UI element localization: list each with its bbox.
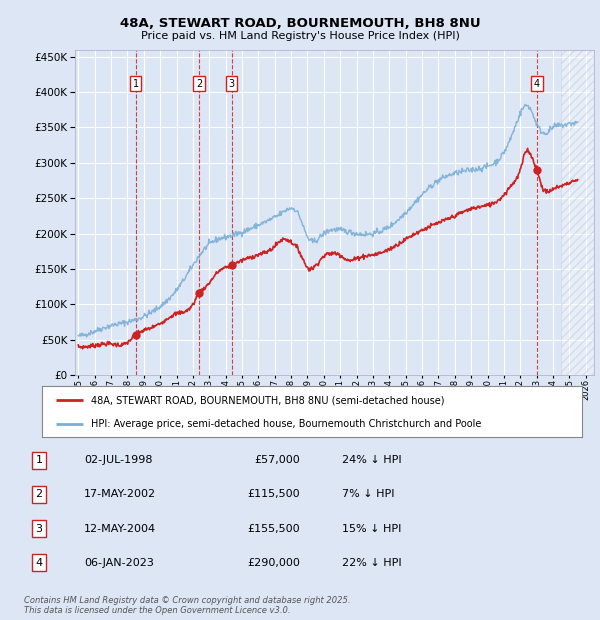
- Text: 1: 1: [133, 79, 139, 89]
- Text: 2: 2: [196, 79, 202, 89]
- Text: HPI: Average price, semi-detached house, Bournemouth Christchurch and Poole: HPI: Average price, semi-detached house,…: [91, 419, 481, 430]
- Text: £115,500: £115,500: [247, 489, 300, 500]
- Text: 3: 3: [229, 79, 235, 89]
- Text: 7% ↓ HPI: 7% ↓ HPI: [342, 489, 395, 500]
- Text: £290,000: £290,000: [247, 557, 300, 568]
- Text: 06-JAN-2023: 06-JAN-2023: [84, 557, 154, 568]
- Text: 02-JUL-1998: 02-JUL-1998: [84, 455, 152, 466]
- Bar: [561, 50, 594, 375]
- Text: 22% ↓ HPI: 22% ↓ HPI: [342, 557, 401, 568]
- Text: Price paid vs. HM Land Registry's House Price Index (HPI): Price paid vs. HM Land Registry's House …: [140, 31, 460, 41]
- Text: 2: 2: [35, 489, 43, 500]
- Text: 24% ↓ HPI: 24% ↓ HPI: [342, 455, 401, 466]
- Text: 12-MAY-2004: 12-MAY-2004: [84, 523, 156, 534]
- Text: Contains HM Land Registry data © Crown copyright and database right 2025.
This d: Contains HM Land Registry data © Crown c…: [24, 596, 350, 615]
- Text: 17-MAY-2002: 17-MAY-2002: [84, 489, 156, 500]
- Text: 4: 4: [534, 79, 540, 89]
- Text: £155,500: £155,500: [247, 523, 300, 534]
- Text: 3: 3: [35, 523, 43, 534]
- Text: 48A, STEWART ROAD, BOURNEMOUTH, BH8 8NU: 48A, STEWART ROAD, BOURNEMOUTH, BH8 8NU: [119, 17, 481, 30]
- Text: 15% ↓ HPI: 15% ↓ HPI: [342, 523, 401, 534]
- Text: 1: 1: [35, 455, 43, 466]
- Text: 4: 4: [35, 557, 43, 568]
- Text: £57,000: £57,000: [254, 455, 300, 466]
- Text: 48A, STEWART ROAD, BOURNEMOUTH, BH8 8NU (semi-detached house): 48A, STEWART ROAD, BOURNEMOUTH, BH8 8NU …: [91, 396, 444, 405]
